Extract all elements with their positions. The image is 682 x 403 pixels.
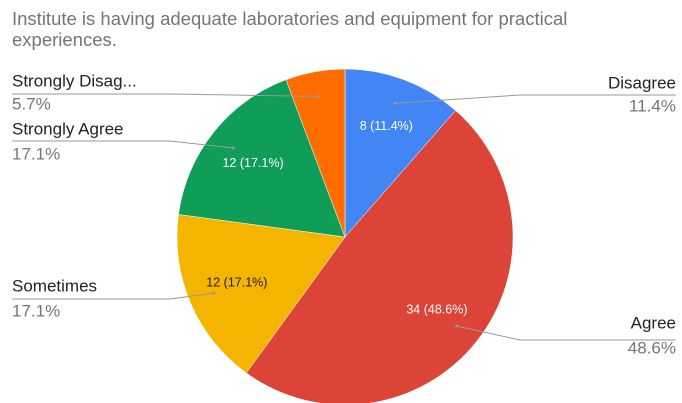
pie-slice xyxy=(178,79,346,238)
leader-dot xyxy=(231,146,235,150)
leader-line xyxy=(12,93,320,97)
legend-label: Disagree xyxy=(608,73,676,92)
chart-title: Institute is having adequate laboratorie… xyxy=(12,8,568,50)
percent-label: 48.6% xyxy=(628,338,676,357)
legend-label: Agree xyxy=(631,313,676,332)
slice-label: 12 (17.1%) xyxy=(222,156,283,170)
legend-label: Strongly Agree xyxy=(12,119,124,138)
slice-label: 34 (48.6%) xyxy=(406,303,467,317)
legend-label: Strongly Disag... xyxy=(12,71,137,90)
leader-dot xyxy=(393,101,397,105)
percent-label: 11.4% xyxy=(629,96,676,115)
leader-dot xyxy=(455,324,459,328)
leader-dot xyxy=(318,94,322,98)
legend-label: Sometimes xyxy=(12,276,97,295)
pie-slice xyxy=(344,68,456,238)
pie-slice xyxy=(176,214,346,374)
leader-dot xyxy=(212,291,216,295)
pie-slice xyxy=(285,68,346,238)
percent-label: 17.1% xyxy=(12,144,60,163)
leader-line xyxy=(456,325,676,341)
leader-line xyxy=(12,292,214,300)
slice-label: 12 (17.1%) xyxy=(206,276,267,290)
pie-slice xyxy=(245,110,514,403)
slice-label: 8 (11.4%) xyxy=(360,119,413,133)
percent-label: 17.1% xyxy=(12,301,60,320)
leader-line xyxy=(395,94,676,104)
leader-line xyxy=(12,140,234,149)
percent-label: 5.7% xyxy=(12,94,51,113)
